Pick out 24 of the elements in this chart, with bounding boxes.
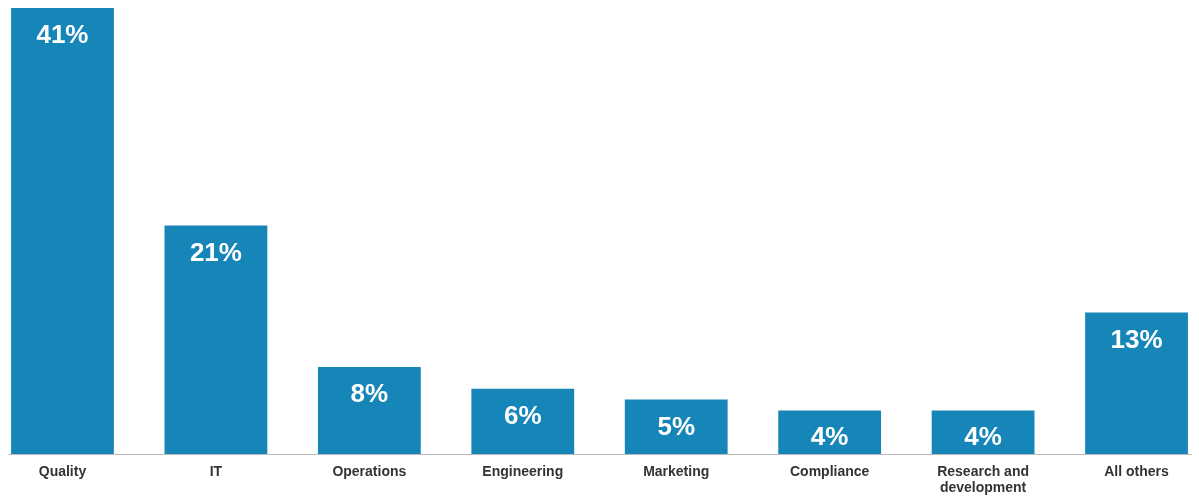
data-label: 41%	[36, 19, 89, 49]
bar	[778, 410, 882, 454]
data-label: 5%	[657, 410, 696, 441]
data-label: 21%	[189, 236, 242, 267]
bar	[317, 366, 421, 454]
bar	[471, 388, 575, 454]
bar	[931, 410, 1035, 454]
bar	[624, 399, 728, 454]
data-label: 6%	[503, 399, 542, 430]
x-tick-label: IT	[209, 462, 223, 479]
x-tick-label: Research and development	[937, 462, 1030, 495]
x-tick-label: Engineering	[482, 462, 564, 479]
bar	[164, 225, 268, 454]
x-tick-label: Quality	[38, 462, 87, 479]
x-tick-label: Marketing	[643, 462, 710, 479]
x-tick-label: Operations	[332, 462, 407, 479]
bar	[1085, 312, 1188, 454]
data-label: 8%	[350, 377, 389, 408]
x-tick-label: All others	[1104, 462, 1170, 479]
data-label: 4%	[810, 421, 849, 452]
x-tick-label: Compliance	[789, 462, 870, 479]
data-label: 4%	[964, 421, 1002, 452]
data-label: 13%	[1110, 323, 1163, 354]
bar	[11, 8, 114, 454]
